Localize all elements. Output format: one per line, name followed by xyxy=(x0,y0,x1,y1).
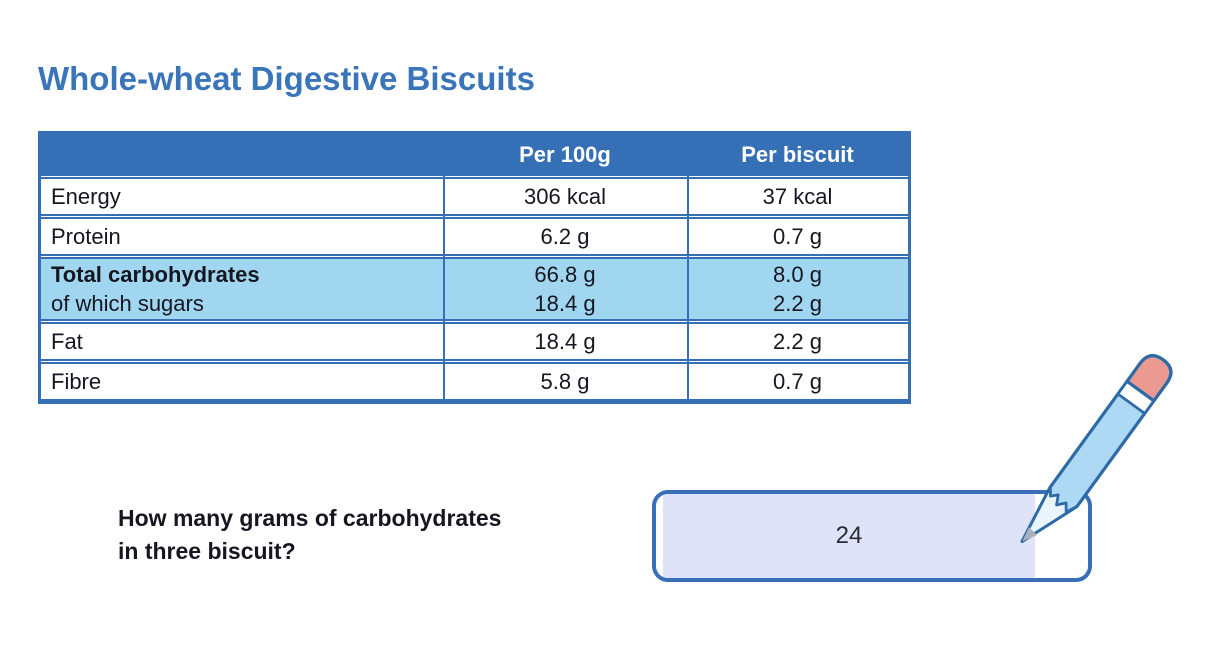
question-text: How many grams of carbohydrates in three… xyxy=(118,502,501,568)
per-100g-value: 5.8 g xyxy=(540,368,590,394)
per-100g-value: 18.4 g xyxy=(534,328,596,354)
per-100g-value: 66.8 g xyxy=(534,262,596,287)
column-header-per-biscuit: Per biscuit xyxy=(741,142,854,167)
column-header-per-100g: Per 100g xyxy=(519,142,611,167)
table-row-fat: Fat 18.4 g 2.2 g xyxy=(41,322,908,361)
answer-value: 24 xyxy=(835,522,863,549)
per-biscuit-sub-value: 2.2 g xyxy=(773,291,822,316)
table-header-row: Per 100g Per biscuit xyxy=(41,134,908,176)
per-biscuit-value-group: 8.0 g 2.2 g xyxy=(687,260,908,318)
page-title: Whole-wheat Digestive Biscuits xyxy=(38,60,535,97)
row-label: Fat xyxy=(51,328,83,354)
per-biscuit-value: 0.7 g xyxy=(773,223,822,249)
per-100g-value: 306 kcal xyxy=(524,183,606,209)
per-100g-value: 6.2 g xyxy=(540,223,590,249)
answer-input[interactable]: 24 xyxy=(652,490,1092,582)
per-biscuit-value: 8.0 g xyxy=(773,262,822,287)
question-line-2: in three biscuit? xyxy=(118,538,296,564)
pencil-icon xyxy=(1020,354,1173,544)
row-label: Fibre xyxy=(51,368,102,394)
per-100g-sub-value: 18.4 g xyxy=(534,291,596,316)
table-row-carbohydrates: Total carbohydrates of which sugars 66.8… xyxy=(41,257,908,321)
row-label: Energy xyxy=(51,183,121,209)
row-label: Protein xyxy=(51,223,121,249)
row-sublabel: of which sugars xyxy=(51,291,204,316)
table-row-protein: Protein 6.2 g 0.7 g xyxy=(41,217,908,256)
per-100g-value-group: 66.8 g 18.4 g xyxy=(443,260,687,318)
nutrition-table: Per 100g Per biscuit Energy 306 kcal 37 … xyxy=(38,131,911,404)
per-biscuit-value: 2.2 g xyxy=(773,328,822,354)
question-line-1: How many grams of carbohydrates xyxy=(118,505,502,531)
row-label: Total carbohydrates xyxy=(51,262,260,287)
per-biscuit-value: 37 kcal xyxy=(762,183,833,209)
table-column-divider xyxy=(443,134,445,401)
per-biscuit-value: 0.7 g xyxy=(773,368,822,394)
row-label-group: Total carbohydrates of which sugars xyxy=(41,260,443,318)
table-row-fibre: Fibre 5.8 g 0.7 g xyxy=(41,362,908,401)
table-column-divider xyxy=(687,134,689,401)
table-row-energy: Energy 306 kcal 37 kcal xyxy=(41,177,908,216)
answer-input-filled-region[interactable]: 24 xyxy=(663,494,1035,578)
